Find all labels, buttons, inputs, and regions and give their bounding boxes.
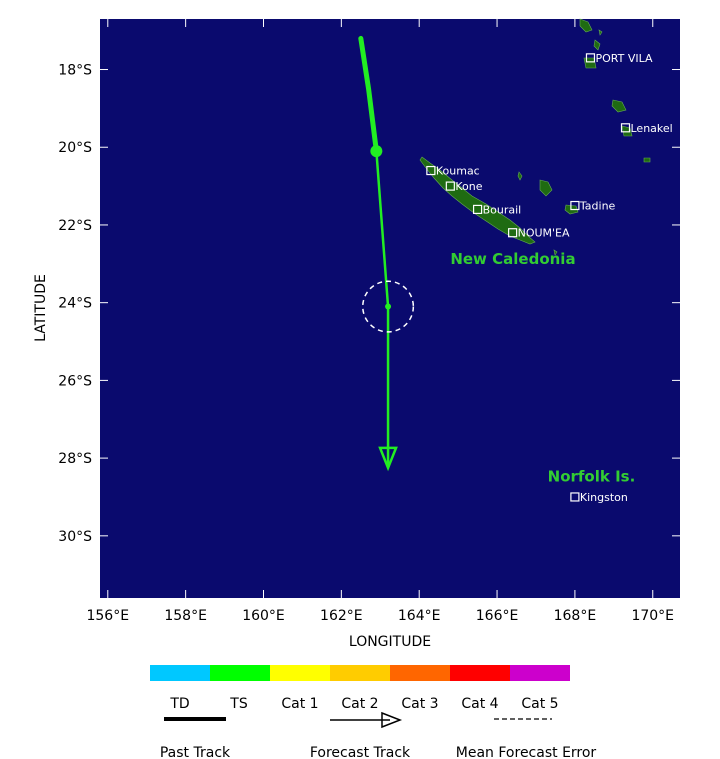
intensity-scale-labels: TD TS Cat 1 Cat 2 Cat 3 Cat 4 Cat 5 [169,696,558,712]
kingston-marker [570,492,580,502]
lenakel-label: Lenakel [631,122,673,135]
forecast-track-label: Forecast Track [310,745,411,759]
kone-marker [445,181,455,191]
x-tick-label: 160°E [242,608,285,624]
noumea-label: NOUM'EA [518,227,570,240]
lifou-island [539,179,553,197]
x-tick-label: 158°E [164,608,207,624]
scale-swatch-3 [330,665,390,681]
tadine-marker [570,200,580,211]
scale-label-5: Cat 4 [461,696,498,712]
current-position-marker [370,145,383,158]
scale-label-3: Cat 2 [341,696,378,712]
y-tick-label: 24°S [58,296,92,312]
scale-swatch-1 [210,665,270,681]
new-caledonia-island [419,156,536,245]
erromango-island [611,99,627,113]
y-tick-label: 26°S [58,373,92,389]
kone-label: Kone [455,180,482,193]
kingston-label: Kingston [580,491,628,504]
region-labels: New Caledonia Norfolk Is. [450,250,635,486]
x-axis-tick-labels: 156°E 158°E 160°E 162°E 164°E 166°E 168°E 170°E [86,608,674,624]
aneityum-island [643,157,651,163]
new-caledonia-label: New Caledonia [450,250,575,268]
y-tick-label: 20°S [58,140,92,156]
koumac-label: Koumac [436,165,480,178]
mean-forecast-error-circle [362,280,415,333]
scale-swatch-0 [150,665,210,681]
x-tick-label: 164°E [398,608,441,624]
scale-label-0: TD [169,696,189,712]
mean-error-label: Mean Forecast Error [456,745,597,759]
x-axis-title: LONGITUDE [349,634,431,650]
port-vila-label: PORT VILA [595,52,653,65]
port-vila-marker [585,53,596,63]
small-island-2 [553,249,558,256]
forecast-track-legend-arrow [381,711,403,729]
past-track-line [358,35,379,154]
norfolk-label: Norfolk Is. [548,467,636,485]
past-track-label: Past Track [160,745,231,759]
vanuatu-island-2 [593,39,601,51]
scale-swatch-4 [390,665,450,681]
intensity-scale [150,665,570,681]
scale-label-6: Cat 5 [521,696,558,712]
legend: TD TS Cat 1 Cat 2 Cat 3 Cat 4 Cat 5 Past Track… [150,665,596,759]
axis-ticks [100,19,680,598]
bourail-marker [472,204,483,215]
forecast-point-marker [385,303,392,310]
scale-label-2: Cat 1 [281,696,318,712]
land-masses [419,18,651,256]
scale-label-1: TS [229,696,248,712]
scale-swatch-5 [450,665,510,681]
bourail-label: Bourail [483,203,522,216]
y-axis-title: LATITUDE [33,274,49,342]
x-tick-label: 162°E [320,608,363,624]
scale-swatch-6 [510,665,570,681]
ouvea-island [517,171,523,181]
noumea-marker [508,228,518,238]
x-tick-label: 168°E [554,608,597,624]
scale-label-4: Cat 3 [401,696,438,712]
storm-tracks [358,35,415,472]
scale-swatch-2 [270,665,330,681]
forecast-arrow-head [378,446,398,472]
y-tick-label: 22°S [58,218,92,234]
vanuatu-north-island [579,18,593,33]
lenakel-marker [620,123,631,133]
x-tick-label: 170°E [631,608,674,624]
y-axis-tick-labels: 18°S 20°S 22°S 24°S 26°S 28°S 30°S [58,63,92,545]
x-tick-label: 156°E [86,608,129,624]
small-island-1 [598,29,603,36]
y-tick-label: 30°S [58,529,92,545]
y-tick-label: 18°S [58,63,92,79]
x-tick-label: 166°E [476,608,519,624]
tadine-label: Tadine [579,200,616,213]
y-tick-label: 28°S [58,451,92,467]
koumac-marker [426,165,436,176]
